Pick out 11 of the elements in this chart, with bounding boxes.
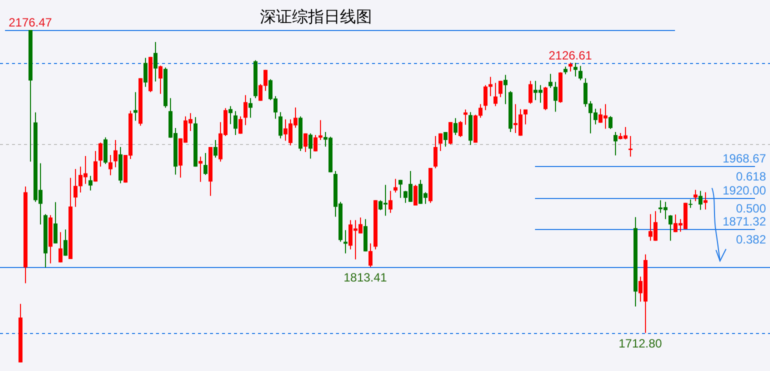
annotation: 1871.32 bbox=[722, 214, 766, 228]
annotation: 1920.00 bbox=[722, 184, 766, 198]
annotation: 1968.67 bbox=[722, 152, 766, 166]
annotation: 2176.47 bbox=[8, 16, 52, 30]
chart-title: 深证综指日线图 bbox=[260, 8, 372, 26]
annotation: 0.500 bbox=[736, 202, 766, 216]
annotation: 0.618 bbox=[736, 170, 766, 184]
annotation: 0.382 bbox=[736, 232, 766, 246]
annotation: 1712.80 bbox=[618, 336, 662, 350]
annotation: 2126.61 bbox=[548, 48, 592, 62]
annotation: 1813.41 bbox=[344, 270, 388, 284]
